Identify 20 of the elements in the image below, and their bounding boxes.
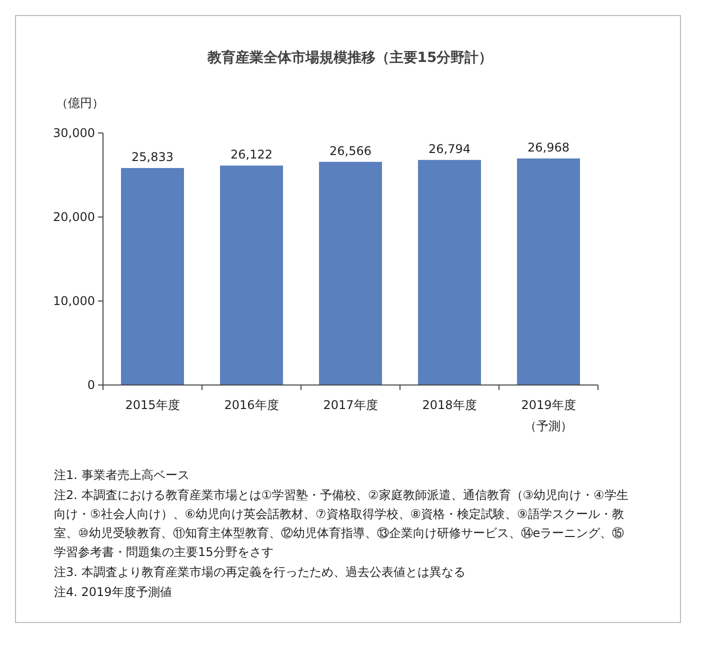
x-tick-label: 2019年度（予測）	[520, 397, 577, 435]
y-tick-label: 10,000	[53, 294, 95, 308]
x-tick-label: 2018年度	[421, 397, 478, 414]
text: 注2. 本調査における教育産業市場とは①学習塾・予備校、②家庭教師派遣、通信教育（③幼児向け・④学生向け・⑤社会人向け）、⑥幼児向け英会話教材、⑦資格取得学校、⑧資格・検定試験、⑨語学スクール・教室、⑩幼児受験教育、⑪知育主体型教育、⑫幼児体育指導、⑬企業向け研修サービス、⑭eラーニング、⑮学習参考書・問題集の主要15分野をさす	[54, 487, 630, 561]
y-tick-label: 0	[87, 378, 95, 392]
text: 注1. 事業者売上高ベース	[54, 467, 190, 484]
x-tick-label: 2016年度	[223, 397, 280, 414]
y-axis-title: （億円）	[56, 96, 104, 110]
data-label: 26,566	[330, 144, 372, 158]
data-label: 26,968	[528, 140, 570, 154]
chart-title: 教育産業全体市場規模推移（主要15分野計）	[206, 49, 493, 66]
x-tick-label: 2017年度	[322, 397, 379, 414]
text: 注4. 2019年度予測値	[54, 584, 173, 601]
data-label: 26,794	[428, 142, 470, 156]
text: 注3. 本調査より教育産業市場の再定義を行ったため、過去公表値とは異なる	[54, 564, 466, 581]
y-tick-label: 20,000	[53, 210, 95, 224]
y-tick-label: 30,000	[53, 126, 95, 140]
data-label: 26,122	[230, 148, 272, 162]
x-tick-label: 2015年度	[124, 397, 181, 414]
data-label: 25,833	[132, 150, 174, 164]
